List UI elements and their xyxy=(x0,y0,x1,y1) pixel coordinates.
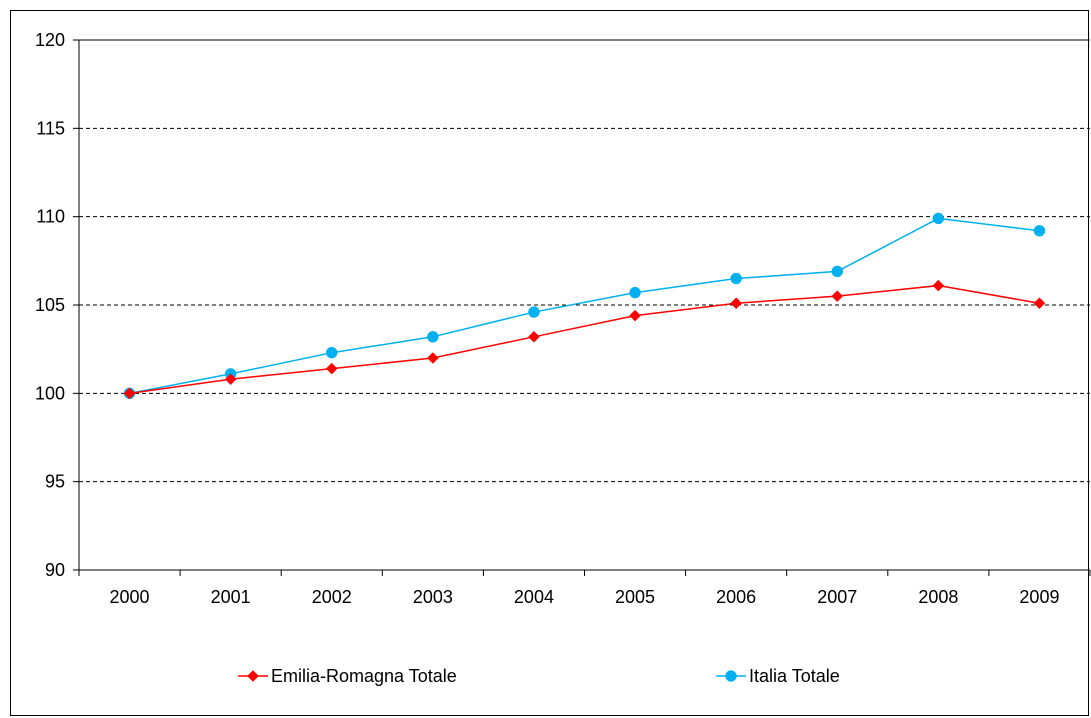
data-point xyxy=(326,346,338,359)
legend-marker xyxy=(247,670,259,682)
x-tick-label: 2001 xyxy=(211,587,251,607)
data-point xyxy=(426,352,439,364)
x-tick-label: 2002 xyxy=(312,587,352,607)
x-tick-label: 2004 xyxy=(514,587,554,607)
y-tick-label: 95 xyxy=(45,472,65,492)
y-tick-label: 100 xyxy=(35,383,65,403)
data-point xyxy=(629,309,641,322)
x-tick-label: 2003 xyxy=(413,587,453,607)
x-tick-label: 2008 xyxy=(918,587,958,607)
x-tick-label: 2006 xyxy=(716,587,756,607)
data-point xyxy=(427,331,439,343)
data-point xyxy=(224,373,237,386)
series-line xyxy=(129,284,1040,395)
data-point xyxy=(730,272,742,285)
series-line xyxy=(129,217,1040,395)
x-tick-label: 2009 xyxy=(1019,587,1059,607)
data-point xyxy=(123,387,136,400)
y-tick-label: 115 xyxy=(36,118,65,138)
data-point xyxy=(528,330,540,343)
y-tick-label: 120 xyxy=(35,30,65,50)
series-emilia-romagna-totale xyxy=(123,279,1046,400)
data-point xyxy=(528,306,540,318)
y-axis-ticks: 90 95 100 105 110 115 120 xyxy=(35,30,79,580)
legend-item: Italia Totale xyxy=(716,666,840,686)
legend: Emilia-Romagna Totale Italia Totale xyxy=(238,666,840,686)
y-tick-label: 105 xyxy=(35,295,65,315)
x-tick-label: 2005 xyxy=(615,587,655,607)
data-point xyxy=(932,212,945,225)
legend-marker xyxy=(725,670,737,682)
legend-label: Italia Totale xyxy=(749,666,840,686)
data-point xyxy=(831,265,843,278)
data-point xyxy=(325,362,338,375)
series-italia-totale xyxy=(123,212,1046,400)
series xyxy=(123,212,1046,400)
x-tick-label: 2000 xyxy=(110,587,150,607)
y-tick-label: 110 xyxy=(36,207,65,227)
x-axis-ticks: 2000 2001 2002 2003 2004 2005 2006 2007 2008 2009 xyxy=(78,570,1091,607)
data-point xyxy=(831,290,844,303)
data-point xyxy=(932,279,945,292)
y-tick-label: 90 xyxy=(45,560,65,580)
x-tick-label: 2007 xyxy=(817,587,857,607)
legend-label: Emilia-Romagna Totale xyxy=(271,666,457,686)
data-point xyxy=(1033,225,1046,237)
data-point xyxy=(629,286,641,299)
legend-item: Emilia-Romagna Totale xyxy=(238,666,457,686)
data-point xyxy=(1033,297,1046,310)
data-point xyxy=(730,297,743,310)
gridlines xyxy=(79,127,1090,483)
chart-frame xyxy=(10,10,1089,716)
